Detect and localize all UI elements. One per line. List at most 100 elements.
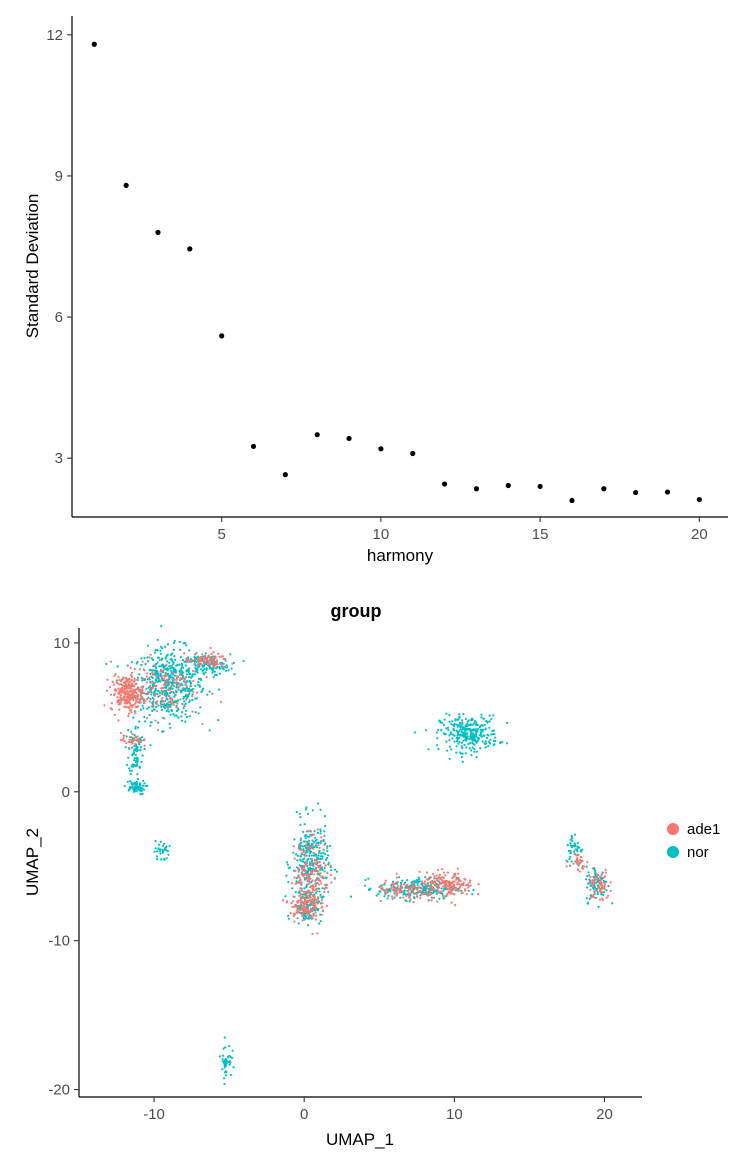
umap-cell-point [450,748,453,751]
umap-cell-point [317,841,320,845]
umap-cell-point [482,717,485,720]
umap-cell-point [462,739,465,742]
elbow-point [696,496,702,503]
umap-cell-point [119,739,122,742]
umap-cell-point [308,889,311,893]
umap-cell-point [440,728,443,732]
umap-cell-point [314,907,318,910]
umap-cell-point [302,909,305,912]
umap-cell-point [460,892,463,895]
umap-cell-point [113,692,116,696]
umap-cell-point [195,668,198,671]
umap-cell-point [306,909,309,912]
umap-cell-point [465,893,468,896]
umap-cell-point [154,692,157,696]
elbow-point [378,446,384,452]
umap-cell-point [205,676,208,679]
umap-cell-point [142,698,145,701]
umap-cell-point [303,869,306,872]
umap-cell-point [456,883,459,886]
umap-cell-point [174,658,177,662]
umap-cell-point [209,646,212,650]
umap-cell-point [314,836,317,839]
umap-cell-point [603,886,606,890]
umap-cell-point [417,880,420,883]
elbow-point [441,481,448,487]
umap-cell-point [202,669,205,672]
umap-cell-point [570,860,573,863]
umap-cell-point [475,723,478,726]
umap-cell-point [305,900,308,903]
umap-cell-point [181,659,185,662]
umap-cell-point [292,845,295,848]
umap-cell-point [124,684,127,688]
umap-cell-point [148,714,151,717]
umap-cell-point [306,883,309,886]
umap-cell-point [165,710,168,713]
umap-cell-point [581,867,584,870]
umap-cell-point [140,676,143,680]
umap-cell-point [201,689,204,692]
umap-cell-point [128,678,131,681]
umap-cell-point [170,708,173,712]
umap-cell-point [172,641,176,645]
umap-cell-point [148,700,151,703]
umap-cell-point [188,667,191,670]
umap-cell-point [172,713,175,716]
umap-cell-point [314,853,317,856]
umap-cell-point [132,765,135,768]
umap-cell-point [458,730,461,733]
umap-cell-point [149,698,152,701]
umap-cell-point [411,886,414,889]
umap-cell-point [185,694,188,697]
umap-cell-point [451,720,454,723]
umap-cell-point [611,902,614,905]
umap-cell-point [197,663,200,666]
umap-cell-point [319,832,322,835]
umap-cell-point [484,740,487,743]
umap-cell-point [213,661,216,664]
umap-cell-point [123,691,126,694]
umap-cell-point [130,661,133,664]
umap-cell-point [305,830,308,833]
umap-cell-point [169,697,172,700]
umap-cell-point [473,748,476,751]
umap-cell-point [161,686,164,689]
umap-cell-point [420,892,424,896]
umap-cell-point [568,857,571,861]
umap-cell-point [569,842,572,845]
umap-cell-point [592,882,595,885]
umap-cell-point [323,843,326,847]
umap-cell-point [305,843,308,847]
umap-cell-point [229,653,232,656]
umap-cell-point [151,683,155,686]
umap-cell-point [456,881,459,884]
umap-cell-point [128,786,131,789]
umap-cell-point [586,861,589,864]
umap-cell-point [306,896,309,899]
umap-cell-point [330,881,333,884]
umap-cell-point [420,880,423,883]
umap-cell-point [125,735,128,738]
umap-cell-point [125,702,128,705]
umap-cell-point [323,815,326,818]
umap-cell-point [311,839,314,842]
umap-cell-point [458,885,461,888]
umap-cell-point [394,882,397,885]
umap-cell-point [303,865,306,868]
umap-cell-point [154,685,157,688]
umap-cell-point [311,891,314,894]
umap-cell-point [177,681,180,685]
umap-cell-point [211,655,214,658]
umap-cell-point [318,849,321,853]
umap-cell-point [299,901,302,904]
umap-cell-point [436,869,439,872]
umap-cell-point [184,720,187,723]
umap-cell-point [166,669,169,672]
umap-cell-point [176,702,179,705]
umap-cell-point [177,688,180,691]
umap-cell-point [138,673,141,676]
umap-cell-point [310,910,314,913]
umap-cell-point [156,858,159,861]
umap-cell-point [329,844,332,848]
